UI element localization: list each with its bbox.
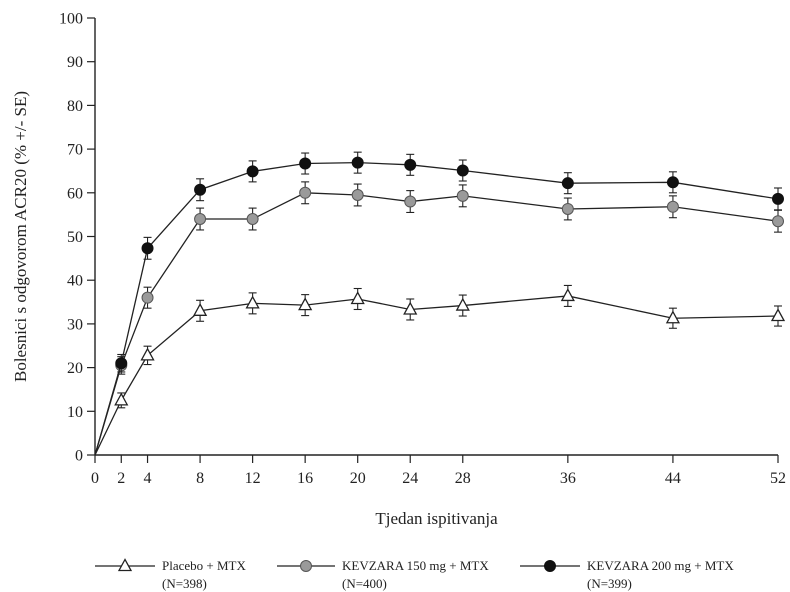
data-point: [770, 308, 786, 322]
legend-n-kevzara-150: (N=400): [342, 576, 387, 591]
series-placebo: [94, 284, 786, 456]
legend-n-placebo: (N=398): [162, 576, 207, 591]
data-point: [140, 347, 155, 361]
x-tick-label: 20: [350, 470, 366, 487]
x-tick-label: 28: [455, 470, 471, 487]
series-kevzara-200: [94, 151, 784, 456]
y-tick-label: 80: [67, 98, 83, 115]
data-point: [115, 357, 128, 370]
data-point: [560, 288, 575, 302]
data-point: [772, 192, 784, 205]
legend-label-kevzara-150: KEVZARA 150 mg + MTX: [342, 558, 489, 573]
y-axis-ticks: 0 10 20 30 40 50 60 70 80 90 100: [59, 11, 95, 465]
data-point: [299, 186, 312, 199]
series-layer: [94, 151, 786, 456]
y-tick-label: 50: [67, 229, 83, 246]
y-tick-label: 70: [67, 142, 83, 159]
data-point: [665, 310, 681, 324]
data-point: [561, 202, 574, 215]
data-point: [246, 213, 259, 226]
data-point: [350, 291, 365, 305]
x-axis-ticks: 0 2 4 8 12 16 20 24 28 36 44 52: [91, 455, 786, 487]
legend-item-placebo: Placebo + MTX (N=398): [95, 558, 246, 591]
data-point: [246, 165, 259, 178]
data-point: [114, 392, 129, 406]
x-tick-label: 44: [665, 470, 681, 487]
x-axis-title: Tjedan ispitivanja: [375, 509, 498, 528]
data-point: [245, 295, 260, 309]
x-tick-label: 12: [245, 470, 261, 487]
x-tick-label: 2: [117, 470, 125, 487]
y-tick-label: 90: [67, 54, 83, 71]
legend-label-kevzara-200: KEVZARA 200 mg + MTX: [587, 558, 734, 573]
data-point: [403, 301, 418, 315]
data-point: [299, 157, 312, 170]
x-tick-label: 52: [770, 470, 786, 487]
data-point: [561, 177, 574, 190]
axes: [94, 18, 778, 456]
legend-marker-black-circle-icon: [544, 560, 556, 572]
data-point: [666, 200, 679, 213]
legend-item-kevzara-150: KEVZARA 150 mg + MTX (N=400): [277, 558, 489, 591]
y-tick-label: 60: [67, 185, 83, 202]
data-point: [455, 297, 470, 311]
y-tick-label: 20: [67, 360, 83, 377]
data-point: [772, 215, 784, 228]
legend-n-kevzara-200: (N=399): [587, 576, 632, 591]
series-line-kevzara-200: [94, 161, 779, 456]
series-line-kevzara-150: [94, 192, 779, 456]
legend-label-placebo: Placebo + MTX: [162, 558, 246, 573]
legend-item-kevzara-200: KEVZARA 200 mg + MTX (N=399): [520, 558, 734, 591]
y-tick-label: 10: [67, 404, 83, 421]
x-tick-label: 0: [91, 470, 99, 487]
x-tick-label: 4: [144, 470, 152, 487]
data-point: [298, 297, 313, 311]
y-axis-title: Bolesnici s odgovorom ACR20 (% +/- SE): [11, 91, 30, 382]
data-point: [194, 183, 207, 196]
legend-marker-triangle-icon: [117, 558, 133, 572]
data-point: [141, 291, 154, 304]
y-tick-label: 30: [67, 316, 83, 333]
x-tick-label: 8: [196, 470, 204, 487]
x-tick-label: 36: [560, 470, 576, 487]
legend-marker-grey-circle-icon: [300, 560, 312, 572]
data-point: [404, 195, 417, 208]
y-tick-label: 0: [75, 448, 83, 465]
legend: Placebo + MTX (N=398) KEVZARA 150 mg + M…: [95, 558, 734, 591]
data-point: [351, 188, 364, 201]
x-tick-label: 24: [402, 470, 418, 487]
data-point: [666, 176, 679, 189]
data-point: [194, 213, 207, 226]
series-line-placebo: [94, 295, 779, 456]
data-point: [351, 156, 364, 169]
y-tick-label: 100: [59, 11, 83, 28]
x-tick-label: 16: [297, 470, 313, 487]
data-point: [192, 302, 208, 316]
data-point: [456, 189, 469, 202]
data-point: [456, 164, 469, 177]
data-point: [404, 158, 417, 171]
y-tick-label: 40: [67, 273, 83, 290]
data-point: [141, 242, 154, 255]
